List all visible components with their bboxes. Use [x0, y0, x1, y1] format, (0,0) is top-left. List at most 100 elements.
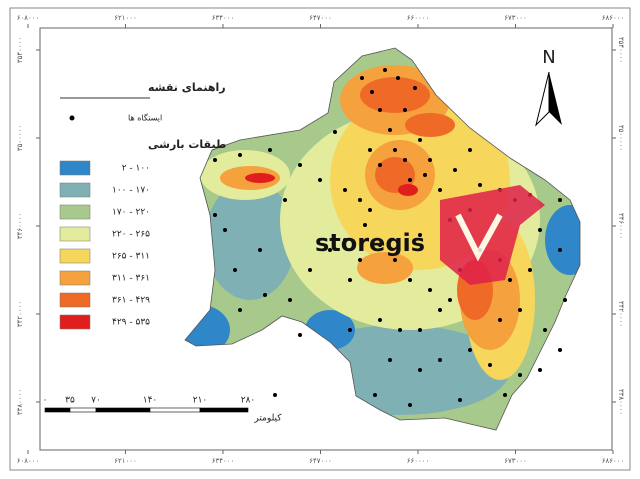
station: [538, 228, 542, 232]
scale-segment: [69, 407, 97, 413]
legend-swatch: [59, 248, 91, 264]
station: [438, 188, 442, 192]
scale-label: ۷۰: [91, 396, 101, 406]
coord-label-top: ۶۳۴۰۰۰: [212, 14, 235, 22]
scale-bar: ۰ ۳۵ ۷۰ ۱۴۰ ۲۱۰ ۲۸۰ کیلومتر: [43, 396, 283, 424]
coord-label-top: ۶۴۷۰۰۰: [309, 14, 332, 22]
station: [408, 278, 412, 282]
station: [403, 158, 407, 162]
station: [478, 183, 482, 187]
scale-segment: [149, 407, 201, 413]
station: [508, 278, 512, 282]
station: [418, 368, 422, 372]
watermark-logo: [440, 185, 545, 285]
station: [378, 108, 382, 112]
coord-label-bottom: ۶۶۰۰۰۰: [407, 457, 430, 465]
coord-label-bottom: ۶۰۸۰۰۰: [17, 457, 40, 465]
station: [343, 238, 347, 242]
legend-swatch: [59, 314, 91, 330]
scale-segment: [199, 407, 249, 413]
station: [368, 148, 372, 152]
station: [263, 293, 267, 297]
legend-label: ۳۱۱ - ۳۶۱: [112, 274, 150, 284]
scale-label: ۳۵: [65, 396, 75, 406]
scale-label: ۰: [43, 396, 48, 406]
station: [518, 308, 522, 312]
station: [393, 258, 397, 262]
station: [328, 248, 332, 252]
legend-swatch: [59, 160, 91, 176]
scale-segment: [44, 407, 71, 413]
station: [283, 198, 287, 202]
station: [223, 228, 227, 232]
station: [558, 198, 562, 202]
station: [413, 86, 417, 90]
station: [378, 318, 382, 322]
legend-label: ۲ - ۱۰۰: [122, 164, 150, 174]
station: [378, 163, 382, 167]
station: [348, 278, 352, 282]
station: [258, 248, 262, 252]
coord-label-top: ۶۰۸۰۰۰: [17, 14, 40, 22]
station: [563, 298, 567, 302]
station: [213, 158, 217, 162]
legend-label: ۳۶۱ - ۴۲۹: [112, 296, 150, 306]
scale-segment: [95, 407, 151, 413]
station: [358, 198, 362, 202]
classes-title: طبقات بارشی: [148, 138, 226, 151]
station: [403, 108, 407, 112]
station: [428, 288, 432, 292]
coord-label-bottom: ۶۲۱۰۰۰: [114, 457, 137, 465]
station: [308, 268, 312, 272]
scale-unit: کیلومتر: [253, 414, 282, 424]
station: [238, 308, 242, 312]
coord-label-bottom: ۶۷۳۰۰۰: [504, 457, 527, 465]
coord-label-left: ۳۵۰۰۰۰۰: [16, 125, 24, 151]
station: [383, 68, 387, 72]
station: [318, 178, 322, 182]
station: [333, 130, 337, 134]
station: [393, 148, 397, 152]
station: [503, 393, 507, 397]
station: [438, 358, 442, 362]
legend-title: راهنمای نقشه: [148, 81, 226, 94]
station: [396, 76, 400, 80]
outer-frame: [9, 7, 631, 471]
coord-label-top: ۶۷۳۰۰۰: [504, 14, 527, 22]
coord-label-right: ۳۴۲۰۰۰۰: [617, 301, 625, 327]
stations: [213, 68, 567, 407]
station: [398, 328, 402, 332]
coord-label-top: ۶۲۱۰۰۰: [114, 14, 137, 22]
north-arrow: N: [535, 47, 562, 127]
legend-label: ۲۶۵ - ۳۱۱: [112, 252, 150, 262]
legend-swatch: [59, 182, 91, 198]
station: [373, 393, 377, 397]
station: [343, 188, 347, 192]
station: [458, 398, 462, 402]
scale-label: ۲۱۰: [193, 396, 208, 406]
legend-label: ۱۷۰ - ۲۲۰: [112, 208, 150, 218]
legend-swatch: [59, 226, 91, 242]
station: [368, 208, 372, 212]
coord-label-top: ۶۸۶۰۰۰: [602, 14, 625, 22]
station: [558, 248, 562, 252]
legend-label: ۲۲۰ - ۲۶۵: [112, 230, 150, 240]
station: [298, 163, 302, 167]
station: [358, 258, 362, 262]
station: [288, 298, 292, 302]
legend-label: ۱۰۰ - ۱۷۰: [112, 186, 150, 196]
coord-label-bottom: ۶۸۶۰۰۰: [602, 457, 625, 465]
coord-label-right: ۳۵۴۰۰۰۰: [617, 37, 625, 63]
station: [408, 178, 412, 182]
legend-label: ۴۲۹ - ۵۳۵: [112, 318, 150, 328]
station: [388, 358, 392, 362]
station: [408, 403, 412, 407]
coord-label-left: ۳۵۴۰۰۰۰: [16, 37, 24, 63]
station: [418, 328, 422, 332]
coord-label-right: ۳۴۶۰۰۰۰: [617, 213, 625, 239]
stations-label: ایستگاه ها: [128, 113, 162, 123]
station: [543, 328, 547, 332]
station: [348, 328, 352, 332]
station: [298, 333, 302, 337]
